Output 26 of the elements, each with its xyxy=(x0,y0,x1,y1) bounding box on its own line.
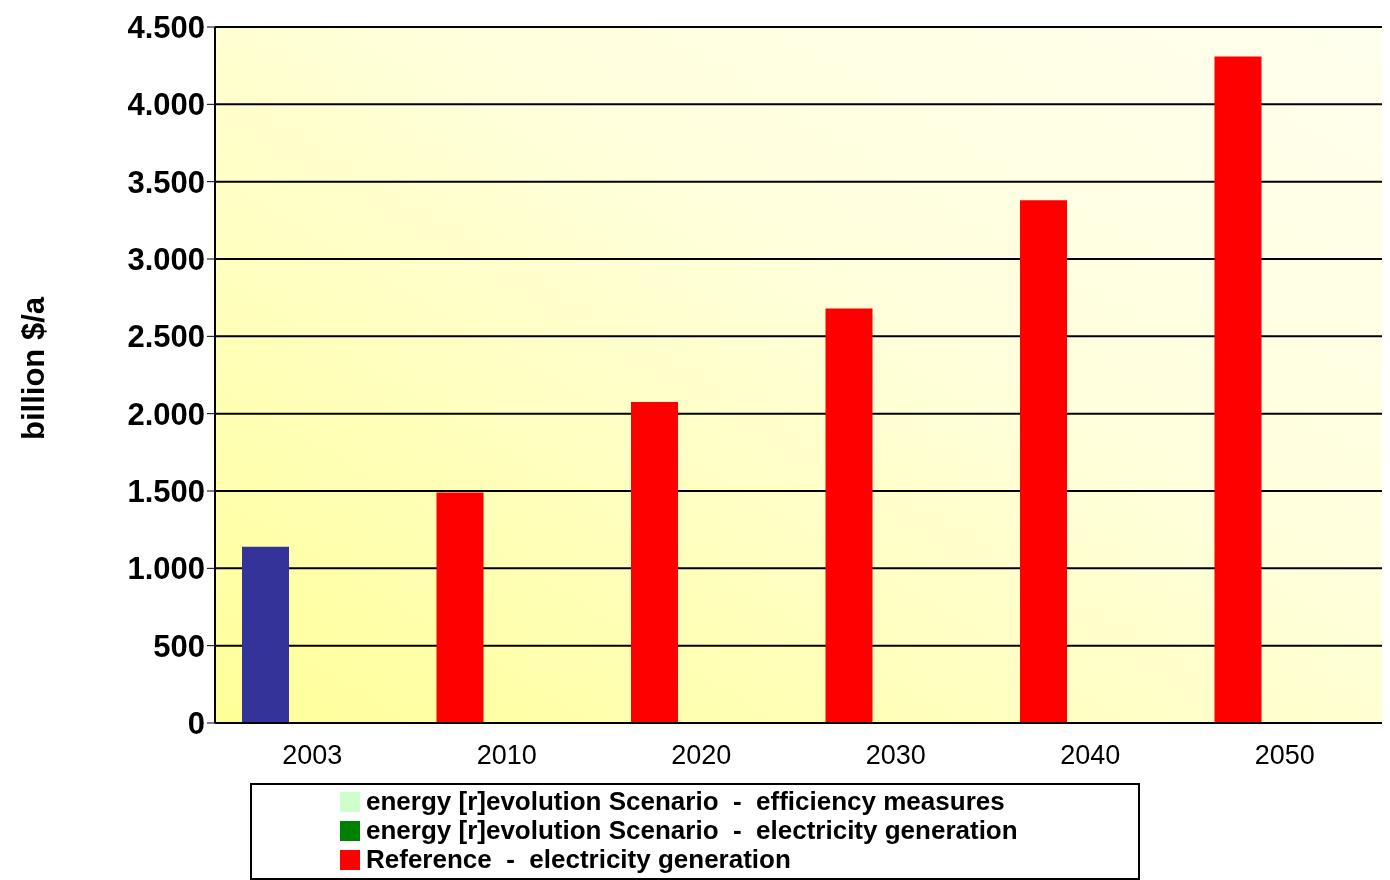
y-tick-label: 1.000 xyxy=(127,551,205,587)
y-tick-label: 0 xyxy=(187,706,205,742)
legend-label: energy [r]evolution Scenario - efficiency measures xyxy=(366,786,1005,817)
y-tick-label: 4.000 xyxy=(127,87,205,123)
bar xyxy=(631,402,678,723)
x-tick-label: 2030 xyxy=(865,740,926,771)
bar xyxy=(1214,56,1262,723)
x-tick-label: 2020 xyxy=(671,740,732,771)
y-tick-label: 3.000 xyxy=(127,242,205,278)
y-axis-title: billion $/a xyxy=(16,296,52,440)
y-tick-label: 1.500 xyxy=(127,474,205,510)
bar xyxy=(825,308,873,723)
x-tick-label: 2040 xyxy=(1060,740,1121,771)
legend-label: Reference - electricity generation xyxy=(366,844,791,875)
y-tick-label: 2.500 xyxy=(127,319,205,355)
y-tick-label: 3.500 xyxy=(127,164,205,200)
x-tick-label: 2010 xyxy=(476,740,537,771)
x-tick-label: 2003 xyxy=(282,740,343,771)
bar xyxy=(436,492,484,723)
y-tick-label: 4.500 xyxy=(127,10,205,46)
bar xyxy=(242,546,289,723)
legend-label: energy [r]evolution Scenario - electricity generation xyxy=(366,815,1018,846)
y-tick-label: 2.000 xyxy=(127,396,205,432)
x-tick-label: 2050 xyxy=(1254,740,1315,771)
bar xyxy=(1020,200,1067,723)
y-tick-label: 500 xyxy=(153,628,205,664)
